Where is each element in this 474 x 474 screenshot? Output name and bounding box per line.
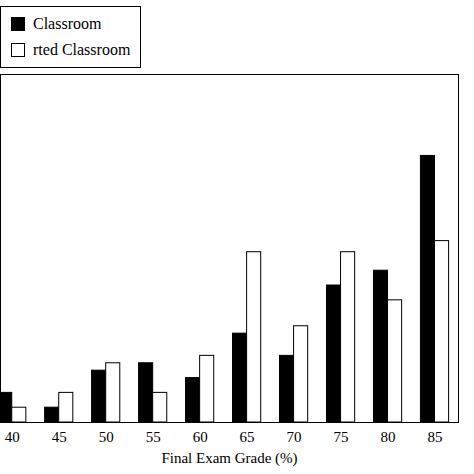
svg-text:85: 85 bbox=[428, 429, 443, 445]
svg-text:65: 65 bbox=[240, 429, 255, 445]
svg-text:60: 60 bbox=[193, 429, 208, 445]
svg-text:Final Exam Grade (%): Final Exam Grade (%) bbox=[161, 450, 297, 467]
svg-text:55: 55 bbox=[146, 429, 161, 445]
svg-text:40: 40 bbox=[5, 429, 20, 445]
html-text:Classroom: Classroom bbox=[33, 15, 102, 32]
svg-text:75: 75 bbox=[334, 429, 349, 445]
svg-text:70: 70 bbox=[287, 429, 302, 445]
svg-text:50: 50 bbox=[99, 429, 114, 445]
html-text:rted Classroom: rted Classroom bbox=[33, 41, 131, 58]
svg-text:80: 80 bbox=[381, 429, 396, 445]
svg-text:45: 45 bbox=[52, 429, 67, 445]
